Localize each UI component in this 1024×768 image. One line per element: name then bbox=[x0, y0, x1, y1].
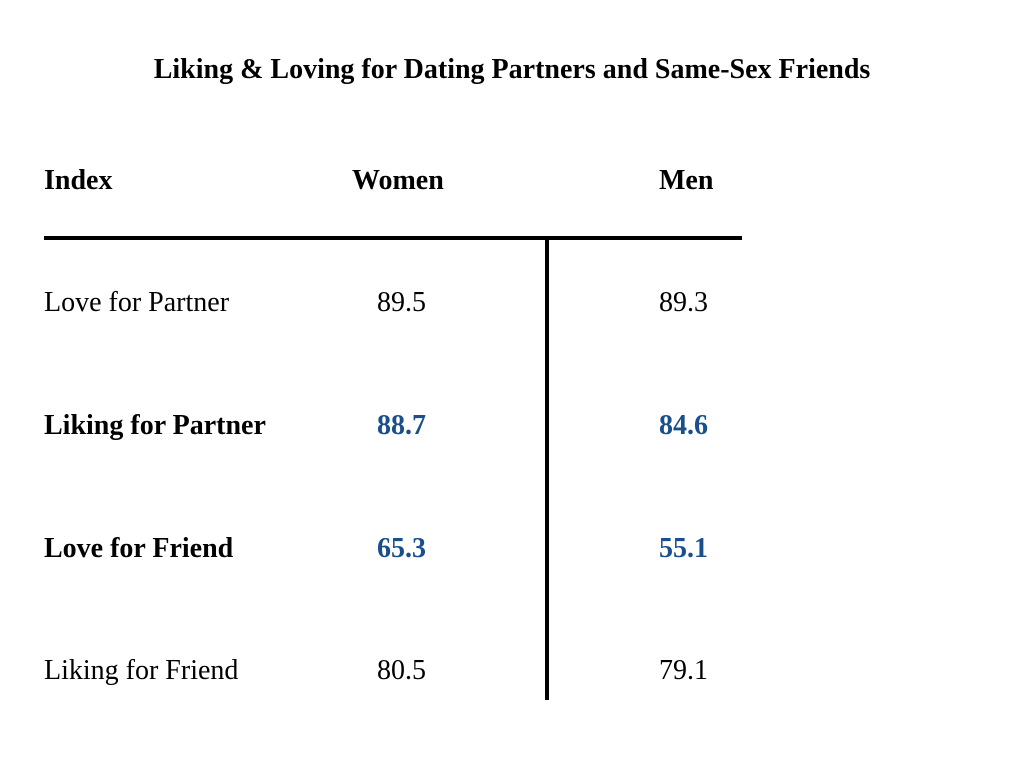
cell-value: 89.5 bbox=[377, 287, 426, 318]
cell-value: 89.3 bbox=[659, 287, 708, 318]
cell-value: 65.3 bbox=[377, 533, 426, 564]
row-label: Love for Friend bbox=[44, 533, 234, 564]
column-rule bbox=[545, 238, 549, 700]
title: Liking & Loving for Dating Partners and … bbox=[153, 54, 871, 85]
cell-value: 88.7 bbox=[377, 410, 426, 441]
row-label: Liking for Friend bbox=[44, 655, 239, 686]
cell-value: 79.1 bbox=[659, 655, 708, 686]
cell-value: 55.1 bbox=[659, 533, 708, 564]
column-header: Men bbox=[659, 165, 714, 196]
cell-value: 84.6 bbox=[659, 410, 708, 441]
header-rule bbox=[44, 236, 742, 240]
cell-value: 80.5 bbox=[377, 655, 426, 686]
row-label: Liking for Partner bbox=[44, 410, 266, 441]
column-header: Index bbox=[44, 165, 113, 196]
column-header: Women bbox=[352, 165, 444, 196]
row-label: Love for Partner bbox=[44, 287, 230, 318]
